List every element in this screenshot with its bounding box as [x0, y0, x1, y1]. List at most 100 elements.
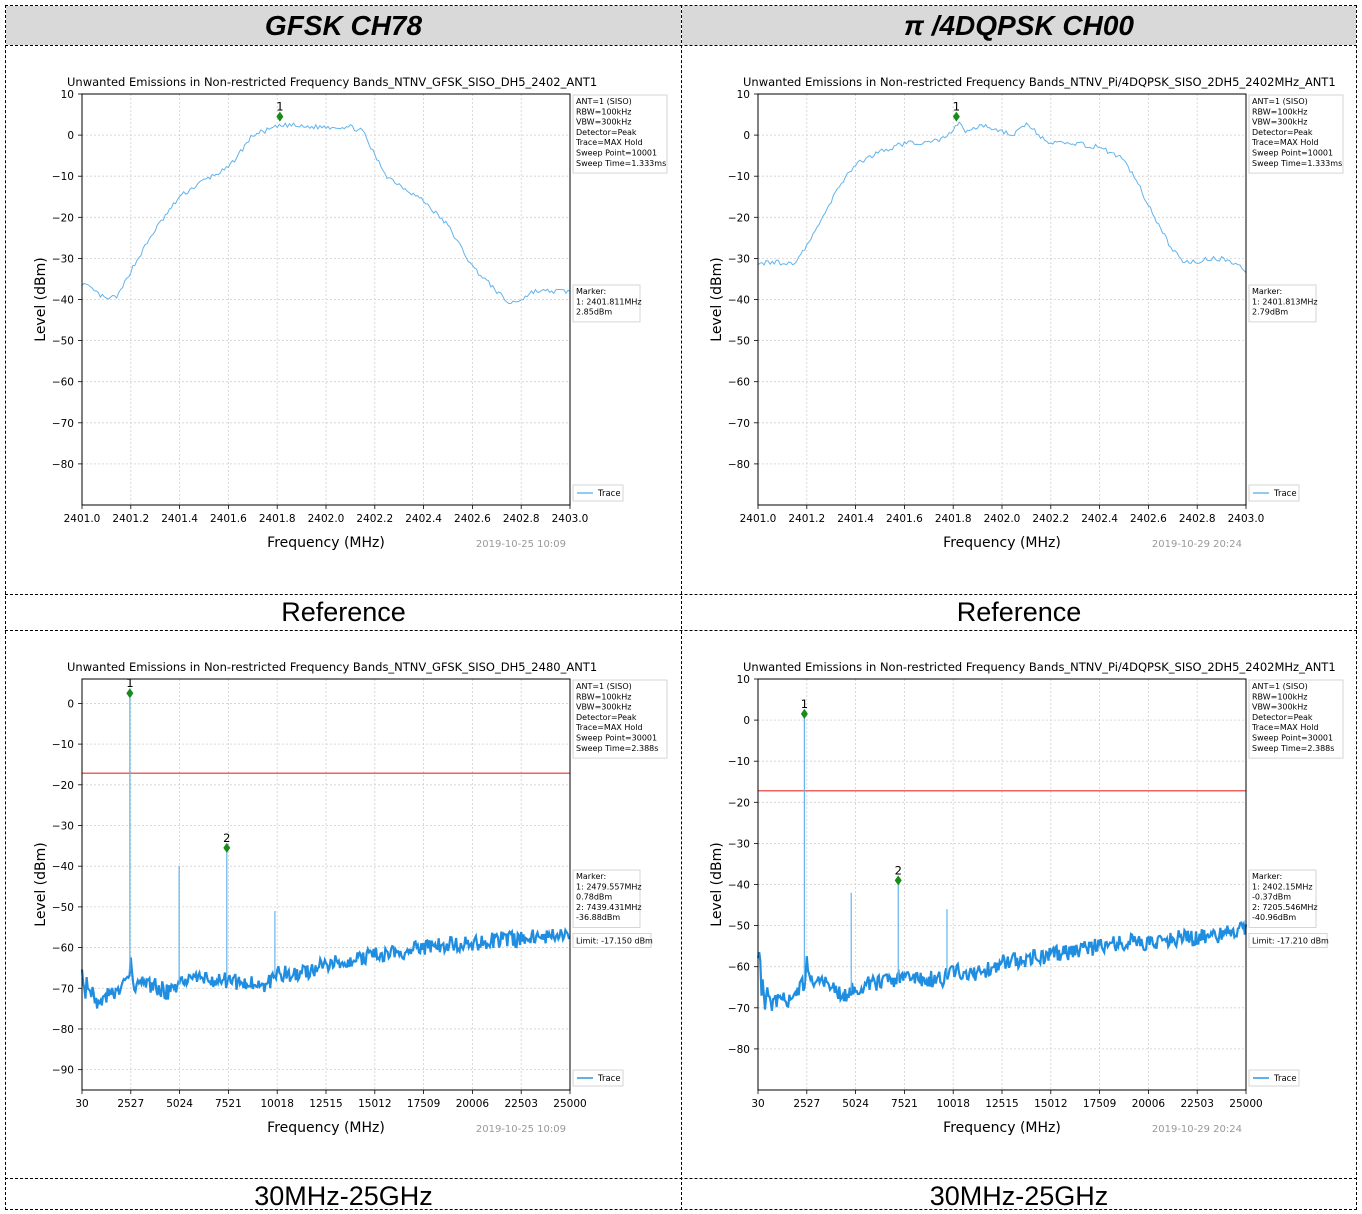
y-tick-label: −70 [728, 1003, 750, 1015]
settings-line: VBW=300kHz [1252, 118, 1307, 127]
trace-line [756, 919, 1248, 1011]
chart-dqpsk-30mhz-25ghz: Unwanted Emissions in Non-restricted Fre… [709, 660, 1344, 1136]
y-tick-label: 0 [743, 130, 750, 142]
marker-info-box [572, 284, 641, 323]
y-tick-label: −60 [728, 377, 750, 389]
marker-info-line: 2.85dBm [576, 308, 612, 317]
chart-title: Unwanted Emissions in Non-restricted Fre… [743, 660, 1336, 674]
plot-frame [81, 678, 571, 1091]
timestamp: 2019-10-25 10:09 [476, 1124, 566, 1135]
x-tick-label: 15012 [358, 1098, 391, 1110]
x-tick-label: 2401.4 [161, 513, 198, 525]
settings-box [572, 679, 668, 759]
y-tick-label: −20 [728, 797, 750, 809]
x-tick-label: 30 [751, 1098, 764, 1110]
x-tick-label: 17509 [1083, 1098, 1116, 1110]
trace-line [81, 122, 571, 305]
plot-frame [757, 93, 1247, 506]
y-tick-label: −70 [728, 418, 750, 430]
x-tick-label: 2402.6 [454, 513, 491, 525]
x-tick-label: 25000 [553, 1098, 586, 1110]
x-tick-label: 17509 [407, 1098, 440, 1110]
legend-box [1248, 484, 1300, 502]
settings-line: Sweep Point=30001 [1252, 734, 1333, 743]
x-tick-label: 10018 [260, 1098, 293, 1110]
row-divider [5, 630, 1357, 631]
settings-box [1248, 679, 1344, 759]
settings-line: Detector=Peak [576, 713, 637, 722]
column-header-gfsk: GFSK CH78 [6, 6, 681, 45]
x-tick-label: 22503 [504, 1098, 537, 1110]
settings-line: Detector=Peak [576, 128, 637, 137]
x-tick-label: 20006 [1132, 1098, 1166, 1110]
y-tick-label: −10 [728, 171, 750, 183]
y-tick-label: −20 [52, 780, 74, 792]
x-tick-label: 2401.6 [210, 513, 247, 525]
x-tick-label: 2527 [117, 1098, 144, 1110]
x-tick-label: 7521 [215, 1098, 242, 1110]
peak-marker-label: 2 [223, 831, 230, 845]
x-tick-label: 5024 [166, 1098, 193, 1110]
marker-info-line: Marker: [576, 287, 606, 296]
peak-marker-label: 1 [953, 100, 960, 114]
settings-line: ANT=1 (SISO) [1252, 682, 1308, 691]
x-tick-label: 2402.6 [1130, 513, 1167, 525]
row-divider [5, 594, 1357, 595]
settings-line: VBW=300kHz [576, 703, 631, 712]
peak-marker-icon [126, 688, 134, 699]
y-tick-label: −30 [52, 253, 74, 265]
y-axis-label: Level (dBm) [33, 257, 49, 341]
x-axis-label: Frequency (MHz) [943, 1120, 1061, 1136]
y-tick-label: −10 [52, 739, 74, 751]
x-axis-label: Frequency (MHz) [943, 535, 1061, 551]
column-header-dqpsk: π /4DQPSK CH00 [682, 6, 1356, 45]
marker-info-box [1248, 284, 1317, 323]
x-tick-label: 5024 [842, 1098, 869, 1110]
x-tick-label: 2402.2 [356, 513, 393, 525]
y-tick-label: −10 [52, 171, 74, 183]
x-axis-label: Frequency (MHz) [267, 535, 385, 551]
settings-line: VBW=300kHz [576, 118, 631, 127]
limit-box [1248, 933, 1328, 948]
timestamp: 2019-10-25 10:09 [476, 539, 566, 550]
settings-line: Sweep Point=10001 [576, 149, 657, 158]
x-tick-label: 2401.2 [112, 513, 149, 525]
y-tick-label: −70 [52, 418, 74, 430]
x-tick-label: 7521 [891, 1098, 918, 1110]
y-tick-label: −30 [52, 820, 74, 832]
y-tick-label: 10 [737, 89, 750, 101]
x-tick-label: 2401.0 [64, 513, 101, 525]
settings-line: RBW=100kHz [1252, 107, 1308, 116]
peak-marker-icon [800, 708, 808, 719]
y-tick-label: 10 [61, 89, 74, 101]
limit-label: Limit: -17.150 dBm [576, 937, 653, 946]
y-tick-label: −60 [52, 943, 74, 955]
settings-line: Sweep Time=2.388s [1252, 744, 1334, 753]
peak-marker-label: 1 [801, 697, 808, 711]
chart-gfsk-30mhz-25ghz: Unwanted Emissions in Non-restricted Fre… [33, 660, 668, 1136]
y-axis-label: Level (dBm) [709, 257, 725, 341]
settings-box [1248, 94, 1344, 174]
caption-reference-dqpsk: Reference [956, 596, 1082, 627]
x-tick-label: 2401.8 [259, 513, 296, 525]
y-tick-label: −10 [728, 756, 750, 768]
x-tick-label: 2401.6 [886, 513, 923, 525]
chart-dqpsk-reference: Unwanted Emissions in Non-restricted Fre… [709, 75, 1344, 551]
y-tick-label: 0 [67, 698, 74, 710]
y-tick-label: −50 [728, 336, 750, 348]
y-tick-label: −90 [52, 1065, 74, 1077]
caption-range-gfsk: 30MHz-25GHz [254, 1180, 433, 1211]
y-axis-label: Level (dBm) [709, 842, 725, 926]
limit-label: Limit: -17.210 dBm [1252, 937, 1329, 946]
plot-frame [757, 678, 1247, 1091]
settings-line: ANT=1 (SISO) [576, 682, 632, 691]
marker-info-line: -0.37dBm [1252, 893, 1291, 902]
marker-info-line: Marker: [1252, 872, 1282, 881]
x-tick-label: 2403.0 [1228, 513, 1265, 525]
caption-range-dqpsk: 30MHz-25GHz [929, 1180, 1109, 1211]
y-tick-label: 10 [737, 674, 750, 686]
settings-line: Sweep Point=10001 [1252, 149, 1333, 158]
y-tick-label: −80 [52, 459, 74, 471]
marker-info-line: -36.88dBm [576, 913, 620, 922]
marker-info-line: 2: 7439.431MHz [576, 903, 642, 912]
